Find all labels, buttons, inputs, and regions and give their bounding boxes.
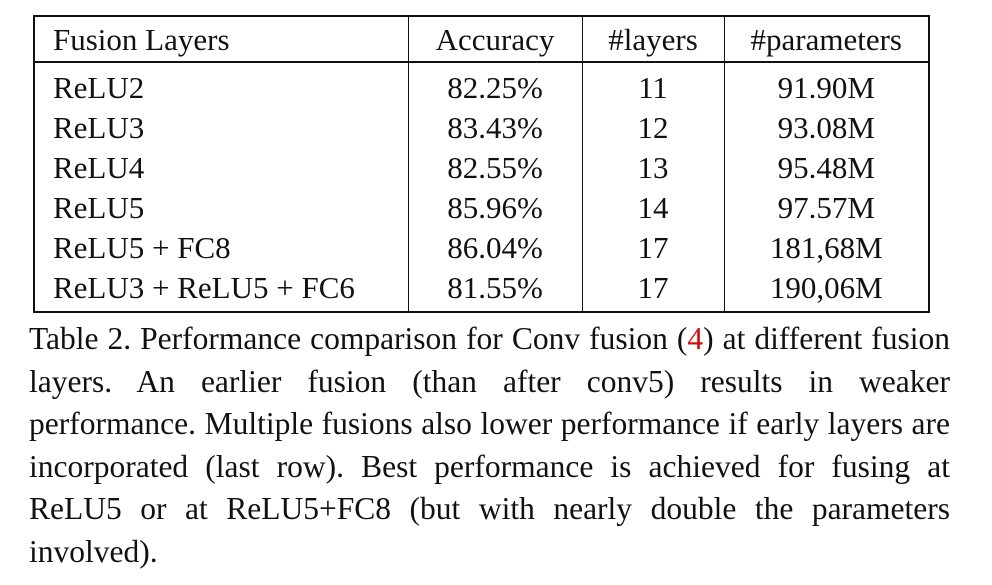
cell-layers: 14 — [581, 187, 724, 227]
cell-layers: 12 — [581, 107, 724, 147]
caption-text-before: Table 2. Performance comparison for Conv… — [29, 321, 688, 356]
table-caption: Table 2. Performance comparison for Conv… — [29, 318, 950, 574]
cell-fusion: ReLU5 + FC8 — [53, 229, 231, 265]
cell-fusion: ReLU4 — [53, 149, 145, 185]
header-fusion-layers: Fusion Layers — [34, 16, 408, 63]
cell-layers: 17 — [581, 267, 724, 312]
cell-parameters: 181,68M — [723, 227, 929, 267]
cell-parameters: 95.48M — [723, 147, 929, 187]
cell-fusion: ReLU3 — [53, 109, 145, 145]
caption-text-after: ) at different fusion layers. An earlier… — [29, 321, 950, 569]
cell-layers: 17 — [581, 227, 724, 267]
cell-accuracy: 82.55% — [407, 147, 582, 187]
cell-parameters: 190,06M — [723, 267, 929, 312]
cell-accuracy: 86.04% — [407, 227, 582, 267]
cell-layers: 13 — [581, 147, 724, 187]
cell-accuracy: 85.96% — [407, 187, 582, 227]
cell-layers: 11 — [581, 62, 724, 107]
cell-fusion: ReLU3 + ReLU5 + FC6 — [53, 269, 355, 305]
table-row: ReLU5 + FC8 86.04% 17 181,68M — [34, 227, 929, 267]
header-parameters: #parameters — [723, 16, 929, 63]
cell-fusion: ReLU5 — [53, 189, 145, 225]
cell-parameters: 91.90M — [723, 62, 929, 107]
table-row: ReLU4 82.55% 13 95.48M — [34, 147, 929, 187]
cell-accuracy: 81.55% — [407, 267, 582, 312]
cell-fusion: ReLU2 — [53, 69, 145, 105]
header-layers: #layers — [581, 16, 724, 63]
cell-accuracy: 83.43% — [407, 107, 582, 147]
cell-parameters: 97.57M — [723, 187, 929, 227]
table-row: ReLU3 83.43% 12 93.08M — [34, 107, 929, 147]
table-row: ReLU3 + ReLU5 + FC6 81.55% 17 190,06M — [34, 267, 929, 312]
table-row: ReLU2 82.25% 11 91.90M — [34, 62, 929, 107]
table-header-row: Fusion Layers Accuracy #layers #paramete… — [34, 16, 929, 63]
table-row: ReLU5 85.96% 14 97.57M — [34, 187, 929, 227]
header-accuracy: Accuracy — [407, 16, 582, 63]
equation-reference-link[interactable]: 4 — [687, 321, 704, 356]
cell-accuracy: 82.25% — [407, 62, 582, 107]
cell-parameters: 93.08M — [723, 107, 929, 147]
results-table: Fusion Layers Accuracy #layers #paramete… — [33, 15, 930, 313]
